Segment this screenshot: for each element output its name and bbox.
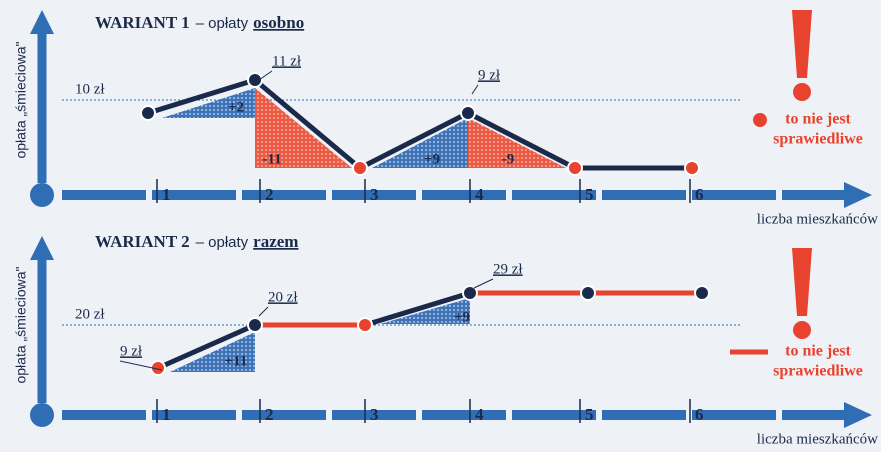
fee-point (248, 318, 262, 332)
reference-label: 20 zł (75, 306, 105, 322)
x-axis-label: liczba mieszkańców (757, 431, 878, 447)
x-tick-label: 6 (695, 185, 704, 204)
x-tick-label: 2 (265, 405, 274, 424)
point-label: 11 zł (272, 53, 302, 69)
difference-label: +9 (424, 151, 440, 167)
difference-label: +2 (228, 99, 244, 115)
x-tick-label: 6 (695, 405, 704, 424)
background (0, 0, 881, 452)
diagram: WARIANT 1– opłatyosobnoopłata „śmieciowa… (0, 0, 881, 452)
x-tick-label: 3 (370, 405, 379, 424)
x-tick-label: 1 (162, 405, 171, 424)
title-emphasis: osobno (253, 13, 304, 32)
x-axis-label: liczba mieszkańców (757, 211, 878, 227)
x-tick-label: 4 (475, 185, 484, 204)
difference-label: -11 (262, 151, 281, 167)
difference-label: +9 (454, 309, 470, 325)
fee-point (695, 286, 709, 300)
difference-label: -9 (502, 151, 515, 167)
fee-point (141, 106, 155, 120)
point-label: 9 zł (120, 343, 143, 359)
point-label: 9 zł (478, 67, 501, 83)
note-text: sprawiedliwe (773, 363, 863, 380)
x-tick-label: 1 (162, 185, 171, 204)
fee-point (461, 106, 475, 120)
exclamation-dot (793, 83, 811, 101)
fee-point (248, 73, 262, 87)
y-axis-label: opłata „śmieciowa" (13, 266, 29, 383)
fee-point (685, 161, 699, 175)
title-emphasis: razem (253, 232, 298, 251)
x-tick-label: 5 (585, 405, 594, 424)
difference-label: +11 (225, 353, 248, 369)
y-axis-label: opłata „śmieciowa" (13, 41, 29, 158)
axis-origin (30, 183, 54, 207)
point-label: 29 zł (493, 261, 523, 277)
note-marker (753, 113, 767, 127)
point-label: 20 zł (268, 289, 298, 305)
fee-point (353, 161, 367, 175)
exclamation-dot (793, 321, 811, 339)
fee-point (581, 286, 595, 300)
note-text: sprawiedliwe (773, 131, 863, 148)
axis-origin (30, 403, 54, 427)
title-prefix: WARIANT 2 (95, 232, 190, 251)
reference-label: 10 zł (75, 81, 105, 97)
x-tick-label: 2 (265, 185, 274, 204)
title-middle: – opłaty (196, 15, 249, 32)
note-text: to nie jest (785, 111, 851, 128)
title-middle: – opłaty (196, 234, 249, 251)
x-tick-label: 4 (475, 405, 484, 424)
fee-point (568, 161, 582, 175)
fee-point (358, 318, 372, 332)
note-text: to nie jest (785, 343, 851, 360)
x-tick-label: 5 (585, 185, 594, 204)
x-tick-label: 3 (370, 185, 379, 204)
title-prefix: WARIANT 1 (95, 13, 190, 32)
